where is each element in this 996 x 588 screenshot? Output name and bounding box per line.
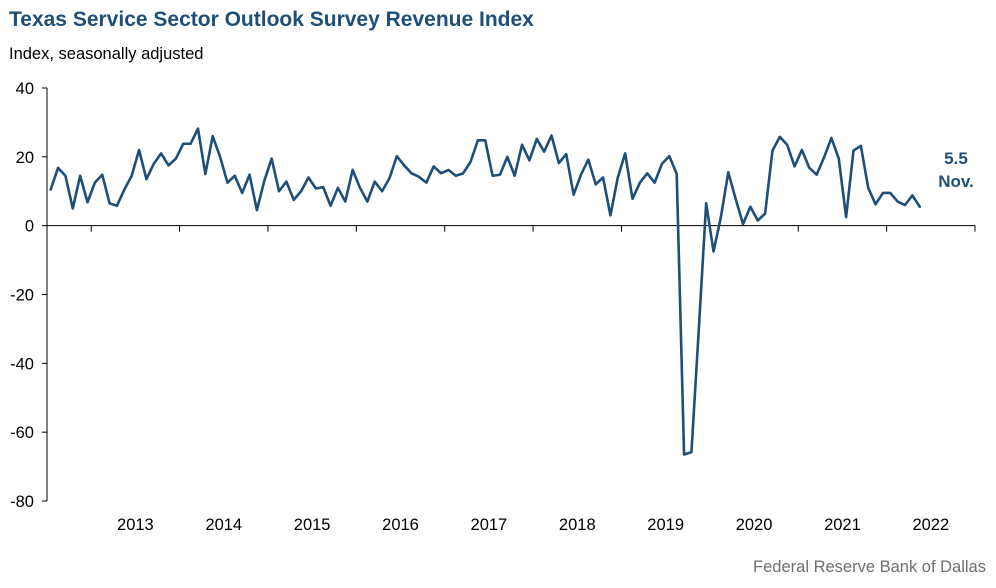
y-axis: 40 20 0 -20 -40 -60 -80 [10,80,48,511]
y-tick-label: -60 [10,424,34,442]
y-axis-label: Index, seasonally adjusted [9,45,204,63]
last-value-label: 5.5 [944,149,968,168]
x-tick-label: 2021 [824,516,861,534]
x-tick-label: 2020 [736,516,773,534]
x-tick-label: 2016 [382,516,419,534]
series-group [49,127,922,456]
y-tick-label: 0 [25,218,34,236]
x-tick-label: 2018 [559,516,596,534]
y-tick-label: 20 [16,149,34,167]
x-tick-label: 2014 [205,516,242,534]
y-tick-label: -20 [10,287,34,305]
series-line [49,127,922,456]
last-value-month: Nov. [938,172,974,191]
y-tick-label: -80 [10,493,34,511]
annotation-group: 5.5 Nov. [938,149,974,191]
x-tick-label: 2017 [471,516,508,534]
chart-title: Texas Service Sector Outlook Survey Reve… [9,8,534,31]
x-tick-label: 2013 [117,516,154,534]
x-tick-label: 2022 [912,516,949,534]
source-credit: Federal Reserve Bank of Dallas [753,558,986,576]
x-tick-label: 2019 [647,516,684,534]
x-tick-label: 2015 [294,516,331,534]
y-tick-label: 40 [16,80,34,98]
x-axis: 2013 2014 2015 2016 2017 2018 2019 2020 2021 2022 [47,225,976,534]
y-tick-label: -40 [10,355,34,373]
